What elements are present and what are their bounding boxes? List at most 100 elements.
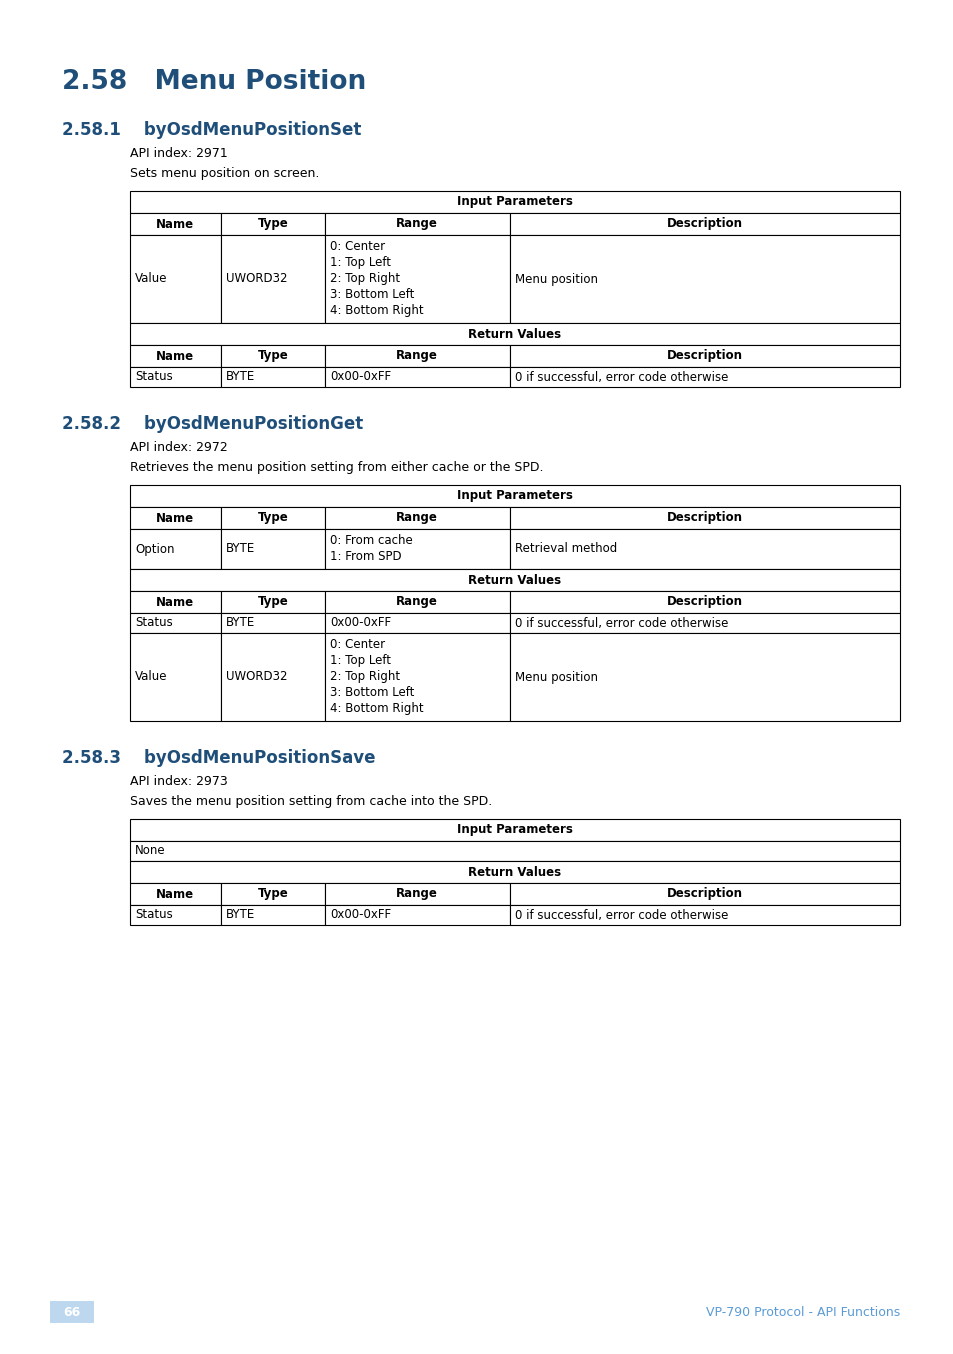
Text: 1: From SPD: 1: From SPD	[330, 550, 401, 563]
Bar	[130, 590, 221, 613]
Text: 2: Top Right: 2: Top Right	[330, 670, 399, 682]
Text: Return Values: Return Values	[468, 865, 561, 879]
Bar	[509, 904, 899, 925]
Text: 4: Bottom Right: 4: Bottom Right	[330, 305, 423, 317]
Bar	[50, 1301, 94, 1323]
Bar	[509, 506, 899, 529]
Text: Description: Description	[666, 596, 742, 608]
Bar	[509, 613, 899, 634]
Text: 0: From cache: 0: From cache	[330, 533, 412, 547]
Text: Sets menu position on screen.: Sets menu position on screen.	[130, 167, 319, 180]
Bar	[509, 634, 899, 720]
Text: 1: Top Left: 1: Top Left	[330, 256, 391, 269]
Bar	[324, 883, 509, 904]
Text: Description: Description	[666, 349, 742, 363]
Bar	[130, 191, 899, 213]
Text: Range: Range	[395, 349, 437, 363]
Text: 2.58.1    byOsdMenuPositionSet: 2.58.1 byOsdMenuPositionSet	[62, 121, 361, 139]
Text: Type: Type	[257, 887, 288, 900]
Bar	[221, 634, 324, 720]
Text: Name: Name	[156, 887, 194, 900]
Bar	[221, 590, 324, 613]
Text: Name: Name	[156, 349, 194, 363]
Text: Status: Status	[135, 616, 172, 630]
Bar	[130, 236, 221, 324]
Bar	[130, 841, 899, 861]
Text: 2.58.2    byOsdMenuPositionGet: 2.58.2 byOsdMenuPositionGet	[62, 414, 363, 433]
Bar	[324, 213, 509, 236]
Bar	[130, 613, 221, 634]
Bar	[324, 529, 509, 569]
Text: 0: Center: 0: Center	[330, 638, 384, 651]
Text: Value: Value	[135, 670, 168, 684]
Text: Description: Description	[666, 512, 742, 524]
Text: 2.58   Menu Position: 2.58 Menu Position	[62, 69, 366, 95]
Text: Value: Value	[135, 272, 168, 286]
Text: Retrieval method: Retrieval method	[514, 543, 617, 555]
Text: Menu position: Menu position	[514, 272, 597, 286]
Text: Type: Type	[257, 512, 288, 524]
Text: Input Parameters: Input Parameters	[456, 490, 573, 502]
Text: 2: Top Right: 2: Top Right	[330, 272, 399, 284]
Bar	[324, 904, 509, 925]
Text: Type: Type	[257, 218, 288, 230]
Text: API index: 2973: API index: 2973	[130, 774, 228, 788]
Bar	[221, 367, 324, 387]
Bar	[130, 819, 899, 841]
Text: 3: Bottom Left: 3: Bottom Left	[330, 288, 414, 301]
Bar	[221, 236, 324, 324]
Text: VP-790 Protocol - API Functions: VP-790 Protocol - API Functions	[705, 1305, 899, 1319]
Bar	[324, 345, 509, 367]
Text: Return Values: Return Values	[468, 574, 561, 586]
Text: 0x00-0xFF: 0x00-0xFF	[330, 909, 391, 922]
Bar	[324, 506, 509, 529]
Text: BYTE: BYTE	[226, 371, 254, 383]
Text: Range: Range	[395, 512, 437, 524]
Text: Saves the menu position setting from cache into the SPD.: Saves the menu position setting from cac…	[130, 795, 492, 808]
Bar	[130, 883, 221, 904]
Bar	[221, 213, 324, 236]
Bar	[221, 883, 324, 904]
Bar	[130, 506, 221, 529]
Bar	[509, 367, 899, 387]
Text: Return Values: Return Values	[468, 328, 561, 340]
Bar	[221, 613, 324, 634]
Bar	[509, 236, 899, 324]
Text: Input Parameters: Input Parameters	[456, 823, 573, 837]
Text: Option: Option	[135, 543, 174, 555]
Text: 2.58.3    byOsdMenuPositionSave: 2.58.3 byOsdMenuPositionSave	[62, 749, 375, 766]
Text: Retrieves the menu position setting from either cache or the SPD.: Retrieves the menu position setting from…	[130, 460, 543, 474]
Bar	[130, 861, 899, 883]
Bar	[509, 213, 899, 236]
Bar	[509, 590, 899, 613]
Text: API index: 2971: API index: 2971	[130, 148, 228, 160]
Text: 0x00-0xFF: 0x00-0xFF	[330, 371, 391, 383]
Text: 1: Top Left: 1: Top Left	[330, 654, 391, 668]
Bar	[221, 904, 324, 925]
Text: 3: Bottom Left: 3: Bottom Left	[330, 686, 414, 699]
Text: UWORD32: UWORD32	[226, 670, 287, 684]
Text: 0x00-0xFF: 0x00-0xFF	[330, 616, 391, 630]
Text: Description: Description	[666, 218, 742, 230]
Bar	[509, 529, 899, 569]
Bar	[130, 485, 899, 506]
Bar	[221, 345, 324, 367]
Text: Status: Status	[135, 371, 172, 383]
Bar	[509, 883, 899, 904]
Bar	[130, 904, 221, 925]
Bar	[324, 634, 509, 720]
Bar	[324, 613, 509, 634]
Text: None: None	[135, 845, 166, 857]
Bar	[221, 529, 324, 569]
Text: Range: Range	[395, 887, 437, 900]
Bar	[221, 506, 324, 529]
Text: BYTE: BYTE	[226, 543, 254, 555]
Bar	[130, 634, 221, 720]
Text: 66: 66	[63, 1305, 81, 1319]
Text: Range: Range	[395, 596, 437, 608]
Text: Range: Range	[395, 218, 437, 230]
Text: Name: Name	[156, 596, 194, 608]
Text: 0 if successful, error code otherwise: 0 if successful, error code otherwise	[514, 616, 727, 630]
Text: 0: Center: 0: Center	[330, 240, 384, 253]
Bar	[509, 345, 899, 367]
